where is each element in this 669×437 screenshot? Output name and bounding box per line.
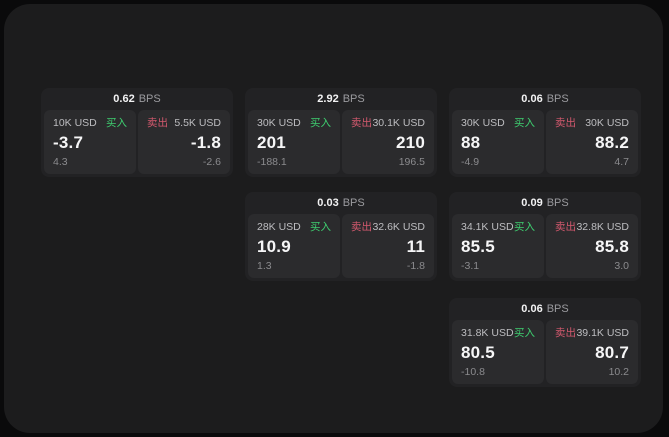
main-panel: 0.62 BPS 10K USD 买入 -3.7 4.3 卖出 5.5K USD… [4,4,663,433]
sell-panel[interactable]: 卖出 32.6K USD 11 -1.8 [342,214,434,278]
buy-panel[interactable]: 30K USD 买入 201 -188.1 [248,110,340,174]
bps-header: 2.92 BPS [248,88,434,110]
sell-notional: 30K USD [585,117,629,129]
bps-header: 0.03 BPS [248,192,434,214]
buy-delta: -4.9 [461,156,480,168]
buy-side-label: 买入 [310,117,331,129]
sell-side-label: 卖出 [555,327,576,339]
sell-panel[interactable]: 卖出 30.1K USD 210 196.5 [342,110,434,174]
sell-side-label: 卖出 [555,117,576,129]
buy-price: 85.5 [461,237,495,256]
buy-delta: -10.8 [461,366,485,378]
sell-notional: 39.1K USD [576,327,629,339]
buy-panel[interactable]: 30K USD 买入 88 -4.9 [452,110,544,174]
bps-value: 2.92 [317,93,339,105]
buy-delta: 4.3 [53,156,68,168]
sell-price: 85.8 [595,237,629,256]
buy-panel[interactable]: 10K USD 买入 -3.7 4.3 [44,110,136,174]
sell-delta: 196.5 [398,156,425,168]
buy-price: 201 [257,133,286,152]
buy-price: 80.5 [461,343,495,362]
bps-value: 0.06 [521,303,543,315]
bps-unit-label: BPS [546,303,569,315]
sell-price: -1.8 [190,133,221,152]
sell-panel[interactable]: 卖出 32.8K USD 85.8 3.0 [546,214,638,278]
sell-price: 80.7 [595,343,629,362]
buy-price: 10.9 [257,237,291,256]
sell-panel[interactable]: 卖出 5.5K USD -1.8 -2.6 [138,110,230,174]
buy-side-label: 买入 [514,327,535,339]
sell-notional: 30.1K USD [372,117,425,129]
sell-delta: -2.6 [202,156,221,168]
bps-value: 0.03 [317,197,339,209]
buy-notional: 28K USD [257,221,301,233]
buy-price: -3.7 [53,133,84,152]
bps-unit-label: BPS [546,197,569,209]
sell-side-label: 卖出 [351,221,372,233]
buy-price: 88 [461,133,481,152]
bps-unit-label: BPS [138,93,161,105]
quote-card: 2.92 BPS 30K USD 买入 201 -188.1 卖出 30.1K … [245,88,437,177]
sell-delta: 4.7 [614,156,629,168]
buy-side-label: 买入 [310,221,331,233]
buy-side-label: 买入 [514,117,535,129]
buy-panel[interactable]: 34.1K USD 买入 85.5 -3.1 [452,214,544,278]
bps-unit-label: BPS [342,197,365,209]
buy-delta: -188.1 [257,156,287,168]
bps-header: 0.09 BPS [452,192,638,214]
buy-notional: 34.1K USD [461,221,514,233]
buy-panel[interactable]: 28K USD 买入 10.9 1.3 [248,214,340,278]
sell-side-label: 卖出 [351,117,372,129]
sell-delta: 3.0 [614,260,629,272]
quote-card: 0.03 BPS 28K USD 买入 10.9 1.3 卖出 32.6K US… [245,192,437,281]
buy-notional: 30K USD [461,117,505,129]
quote-card: 0.62 BPS 10K USD 买入 -3.7 4.3 卖出 5.5K USD… [41,88,233,177]
buy-delta: -3.1 [461,260,480,272]
quote-card: 0.06 BPS 30K USD 买入 88 -4.9 卖出 30K USD 8… [449,88,641,177]
quote-card: 0.09 BPS 34.1K USD 买入 85.5 -3.1 卖出 32.8K… [449,192,641,281]
bps-unit-label: BPS [342,93,365,105]
sell-panel[interactable]: 卖出 30K USD 88.2 4.7 [546,110,638,174]
bps-header: 0.06 BPS [452,298,638,320]
bps-unit-label: BPS [546,93,569,105]
buy-panel[interactable]: 31.8K USD 买入 80.5 -10.8 [452,320,544,384]
sell-delta: -1.8 [406,260,425,272]
sell-price: 210 [396,133,425,152]
buy-notional: 31.8K USD [461,327,514,339]
bps-header: 0.06 BPS [452,88,638,110]
buy-notional: 10K USD [53,117,97,129]
sell-side-label: 卖出 [147,117,168,129]
sell-price: 88.2 [595,133,629,152]
quote-card: 0.06 BPS 31.8K USD 买入 80.5 -10.8 卖出 39.1… [449,298,641,387]
sell-delta: 10.2 [608,366,629,378]
sell-notional: 32.6K USD [372,221,425,233]
buy-side-label: 买入 [106,117,127,129]
bps-value: 0.09 [521,197,543,209]
buy-side-label: 买入 [514,221,535,233]
bps-value: 0.62 [113,93,135,105]
sell-side-label: 卖出 [555,221,576,233]
buy-delta: 1.3 [257,260,272,272]
sell-price: 11 [406,237,425,256]
sell-notional: 32.8K USD [576,221,629,233]
buy-notional: 30K USD [257,117,301,129]
bps-header: 0.62 BPS [44,88,230,110]
sell-notional: 5.5K USD [174,117,221,129]
sell-panel[interactable]: 卖出 39.1K USD 80.7 10.2 [546,320,638,384]
bps-value: 0.06 [521,93,543,105]
